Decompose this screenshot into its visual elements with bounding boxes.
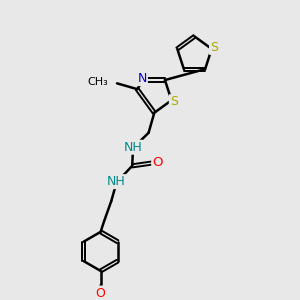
Text: S: S [210, 41, 218, 54]
Text: O: O [152, 157, 163, 169]
Text: NH: NH [107, 175, 126, 188]
Text: N: N [138, 72, 147, 85]
Text: CH₃: CH₃ [88, 77, 108, 87]
Text: NH: NH [123, 141, 142, 154]
Text: O: O [96, 286, 106, 299]
Text: S: S [170, 95, 178, 108]
